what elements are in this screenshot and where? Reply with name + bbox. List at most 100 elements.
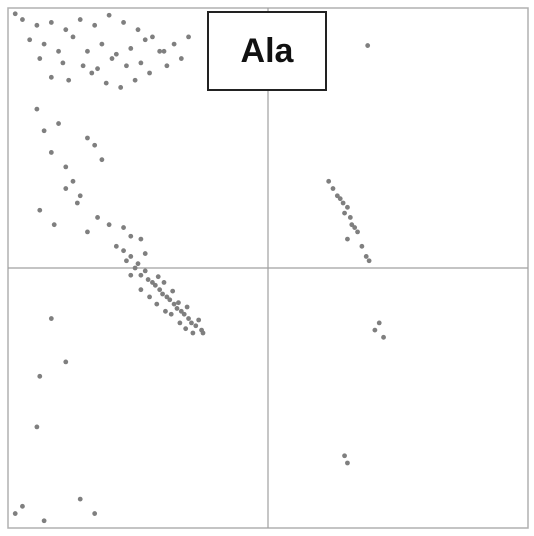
point xyxy=(138,272,144,278)
point xyxy=(85,229,90,235)
point xyxy=(124,63,129,69)
point xyxy=(121,20,126,25)
point xyxy=(152,282,158,288)
point xyxy=(181,311,187,317)
point xyxy=(366,258,372,264)
point xyxy=(359,243,365,249)
point xyxy=(345,204,350,210)
title-box xyxy=(207,11,327,91)
point xyxy=(48,20,54,25)
point xyxy=(186,316,191,321)
point xyxy=(48,150,54,155)
point xyxy=(128,272,134,278)
point xyxy=(12,511,18,516)
point xyxy=(372,327,378,333)
point xyxy=(177,320,183,326)
point xyxy=(63,164,69,170)
point xyxy=(186,34,191,40)
point xyxy=(147,294,152,300)
point xyxy=(70,34,76,40)
point xyxy=(121,248,126,254)
point xyxy=(128,46,134,51)
point xyxy=(376,320,382,326)
point xyxy=(138,60,144,66)
point xyxy=(365,43,371,48)
point xyxy=(106,12,112,18)
point xyxy=(63,186,69,191)
point xyxy=(171,301,177,307)
point xyxy=(95,215,100,220)
point xyxy=(12,11,18,17)
point xyxy=(161,280,167,285)
point xyxy=(161,48,167,54)
point xyxy=(132,265,138,271)
point xyxy=(128,254,134,259)
point xyxy=(92,511,98,516)
point xyxy=(34,22,40,28)
point xyxy=(56,48,61,54)
point xyxy=(77,17,83,22)
point xyxy=(113,51,119,57)
point xyxy=(167,297,173,303)
point xyxy=(106,222,112,228)
point xyxy=(171,41,177,47)
point xyxy=(168,311,174,317)
point xyxy=(337,196,343,202)
point xyxy=(80,63,86,69)
point xyxy=(154,301,160,307)
point xyxy=(48,316,54,321)
point xyxy=(92,142,98,148)
point xyxy=(37,373,43,379)
point xyxy=(189,320,194,326)
point xyxy=(99,157,105,163)
point xyxy=(193,323,199,329)
point xyxy=(109,56,115,61)
point xyxy=(352,225,358,230)
point xyxy=(51,222,57,228)
point xyxy=(160,291,165,297)
chart-title: Ala xyxy=(241,32,295,70)
point xyxy=(381,334,386,340)
point xyxy=(342,453,347,459)
point xyxy=(85,135,90,141)
point xyxy=(48,74,54,80)
point xyxy=(77,193,83,199)
point xyxy=(178,56,184,61)
point xyxy=(190,330,196,336)
point xyxy=(20,503,25,509)
point xyxy=(34,424,40,430)
point xyxy=(183,326,189,332)
point xyxy=(157,287,163,293)
point xyxy=(355,229,360,235)
point xyxy=(345,236,350,242)
point xyxy=(34,106,40,112)
point xyxy=(155,274,161,280)
point xyxy=(56,121,61,126)
point xyxy=(176,300,181,306)
point xyxy=(174,306,180,311)
point xyxy=(345,460,350,466)
point xyxy=(41,518,47,524)
point xyxy=(363,254,369,259)
point xyxy=(150,34,155,40)
point xyxy=(63,359,69,365)
point xyxy=(326,178,332,184)
point xyxy=(128,233,134,239)
point xyxy=(138,287,144,293)
point xyxy=(41,128,47,134)
point xyxy=(124,258,129,264)
point xyxy=(138,236,144,242)
point xyxy=(27,37,33,43)
point xyxy=(135,261,141,267)
point xyxy=(113,243,119,249)
point xyxy=(41,41,47,47)
grid xyxy=(8,8,528,528)
point xyxy=(184,304,190,310)
point xyxy=(157,48,163,54)
point xyxy=(330,186,336,191)
point xyxy=(77,496,83,502)
point xyxy=(135,27,141,33)
point xyxy=(70,178,76,184)
